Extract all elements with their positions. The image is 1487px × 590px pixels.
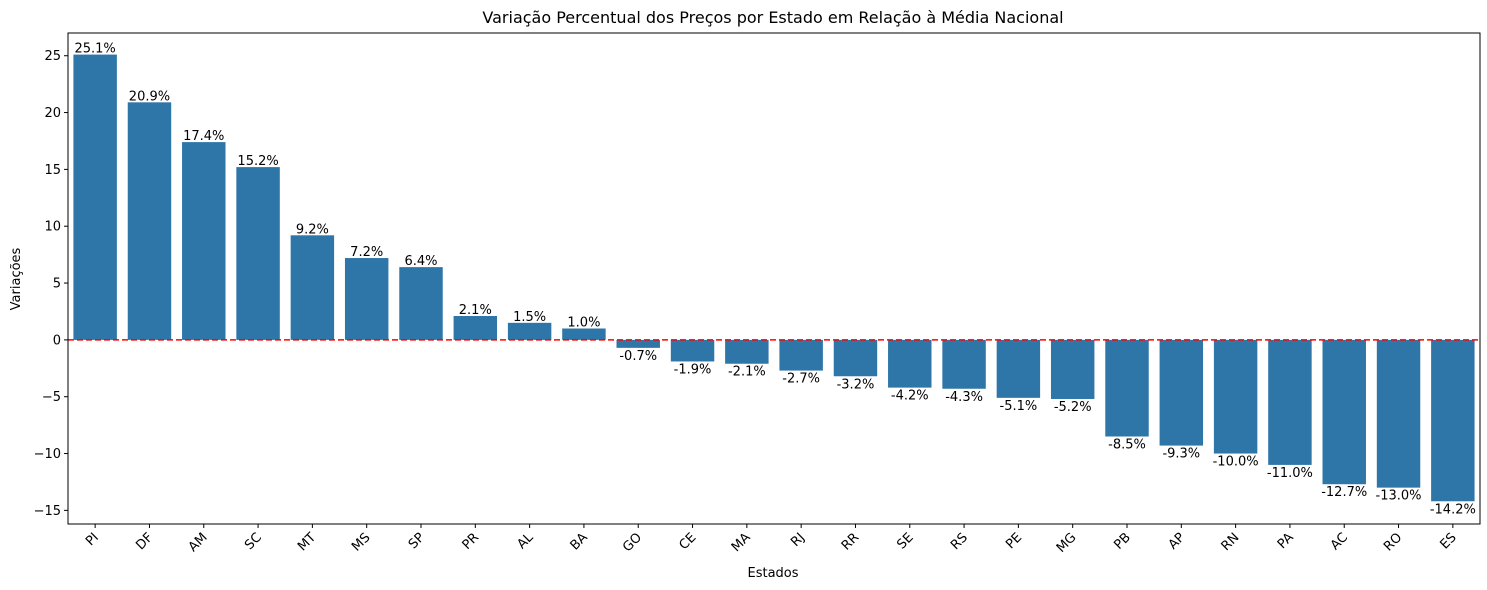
chart-title: Variação Percentual dos Preços por Estad… [482,8,1063,27]
data-label-mt: 9.2% [296,222,329,237]
bar-go [616,339,660,348]
bar-pa [1268,339,1312,465]
bar-pb [1105,339,1149,437]
x-tick-label-df: DF [133,530,156,553]
data-label-rr: -3.2% [837,377,875,392]
data-label-mg: -5.2% [1054,400,1092,415]
bar-rn [1213,339,1258,454]
x-axis: PI DF AM SC MT MS SP PR AL BA GO CE MA RJ RR SE RS PE MG PB… [83,524,1460,556]
x-tick-label-pi: PI [83,530,102,549]
x-axis-label: Estados [747,566,798,581]
x-tick-label-sc: SC [242,530,265,553]
bar-df [127,102,172,340]
data-label-ap: -9.3% [1162,447,1200,462]
x-tick-label-rn: RN [1219,530,1243,554]
data-label-ro: -13.0% [1376,489,1422,504]
data-label-sp: 6.4% [404,254,437,269]
bar-am [182,142,226,340]
data-label-rj: -2.7% [782,372,820,387]
data-label-go: -0.7% [619,349,657,364]
bar-mg [1050,339,1095,399]
data-label-rs: -4.3% [945,390,983,405]
x-tick-label-se: SE [894,530,916,552]
x-tick-label-ce: CE [677,530,700,553]
x-tick-label-rs: RS [948,530,971,553]
x-tick-label-am: AM [186,530,211,555]
y-tick-label: 5 [53,277,61,292]
bar-sc [236,167,280,340]
x-tick-label-pr: PR [460,530,483,553]
x-tick-label-sp: SP [406,530,428,552]
bar-ms [344,258,389,340]
x-tick-label-pb: PB [1111,530,1133,552]
data-label-al: 1.5% [513,310,546,325]
bar-ro [1376,339,1421,488]
bar-rs [942,339,986,389]
x-tick-label-go: GO [620,530,645,555]
x-tick-label-mt: MT [295,530,319,554]
x-tick-label-pa: PA [1275,530,1297,552]
y-tick-label: −5 [42,390,61,405]
y-tick-label: 25 [44,49,61,64]
data-label-ma: -2.1% [728,365,766,380]
bar-mt [290,235,335,340]
data-label-am: 17.4% [183,129,224,144]
bar-rr [833,339,878,377]
y-tick-label: −10 [34,447,61,462]
bar-rj [779,339,823,371]
x-tick-label-ro: RO [1381,530,1405,554]
bar-ba [562,328,606,340]
y-tick-label: 0 [53,333,61,348]
data-label-sc: 15.2% [237,154,278,169]
bars-layer [73,54,1475,502]
bar-pi [73,54,117,340]
bar-al [507,322,552,340]
data-label-df: 20.9% [129,89,170,104]
x-tick-label-mg: MG [1054,530,1080,556]
bar-pe [996,339,1041,398]
x-tick-label-ba: BA [568,530,591,553]
x-tick-label-rj: RJ [788,530,808,550]
plot-frame [67,32,1481,525]
x-tick-label-pe: PE [1003,530,1025,552]
x-tick-label-al: AL [514,530,537,553]
x-tick-label-rr: RR [839,530,862,553]
bar-ap [1159,339,1204,446]
bar-ac [1322,339,1366,485]
data-label-es: -14.2% [1430,502,1476,517]
y-tick-label: 10 [44,220,61,235]
y-tick-label: 15 [44,163,61,178]
y-axis-label: Variações [9,247,24,310]
data-label-pi: 25.1% [74,42,115,57]
x-tick-label-es: ES [1437,530,1459,552]
data-label-ce: -1.9% [674,362,712,377]
x-tick-label-ms: MS [349,530,373,554]
data-label-ac: -12.7% [1321,485,1367,500]
bar-se [888,339,932,388]
x-tick-label-ma: MA [729,530,754,555]
data-label-pa: -11.0% [1267,466,1313,481]
data-label-pb: -8.5% [1108,437,1146,452]
bar-sp [399,267,443,340]
data-labels-layer: 25.1% 20.9% 17.4% 15.2% 9.2% 7.2% 6.4% 2.1% 1.5%… [74,42,1475,518]
bar-es [1431,339,1475,502]
x-tick-label-ac: AC [1328,530,1351,553]
data-label-ba: 1.0% [567,316,600,331]
data-label-rn: -10.0% [1213,455,1259,470]
bar-ma [725,339,769,364]
bar-ce [670,339,715,362]
data-label-pr: 2.1% [459,303,492,318]
y-tick-label: 20 [44,106,61,121]
bar-pr [453,316,498,340]
data-label-se: -4.2% [891,389,929,404]
y-axis: −15 −10 −5 0 5 10 15 20 25 [34,49,68,519]
y-tick-label: −15 [34,504,61,519]
x-tick-label-ap: AP [1166,530,1189,553]
data-label-ms: 7.2% [350,245,383,260]
data-label-pe: -5.1% [1000,399,1038,414]
